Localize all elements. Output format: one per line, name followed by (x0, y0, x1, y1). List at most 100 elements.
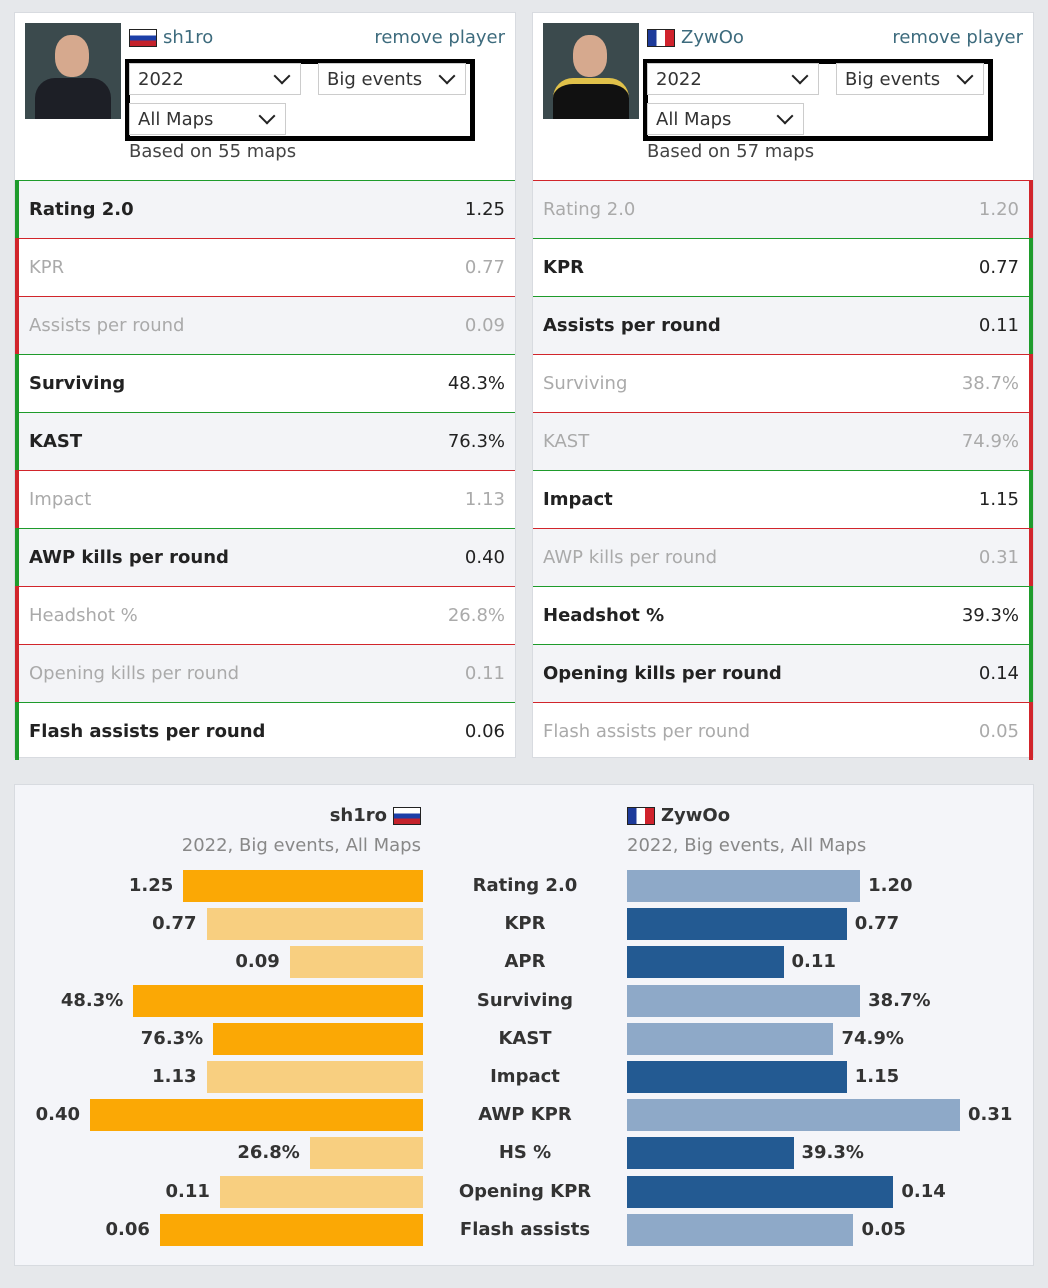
right-bar (627, 1175, 894, 1208)
map-select[interactable]: All Maps (647, 103, 804, 135)
player-name[interactable]: ZywOo (647, 27, 744, 48)
year-select[interactable]: 2022 (129, 63, 301, 95)
stat-row: KAST 76.3% (15, 412, 515, 470)
stat-value: 76.3% (447, 431, 505, 452)
left-bar (206, 908, 423, 941)
player-card: sh1ro remove player 2022 Big events All … (14, 12, 516, 760)
stat-row: Rating 2.0 1.20 (533, 180, 1033, 238)
right-bar (627, 1213, 854, 1246)
stat-label: Impact (490, 1066, 560, 1087)
maps-count: Based on 55 maps (129, 141, 297, 162)
stat-label: APR (504, 951, 546, 973)
left-value: 1.25 (128, 875, 174, 896)
stat-label: Assists per round (29, 315, 185, 336)
left-bar (309, 1137, 423, 1170)
stat-row: Flash assists per round 0.05 (533, 702, 1033, 760)
stat-row: Opening kills per round 0.11 (15, 644, 515, 702)
stat-row: KPR 0.77 (15, 238, 515, 296)
event-select[interactable]: Big events (318, 63, 466, 95)
right-value: 74.9% (841, 1027, 904, 1049)
left-bar (289, 946, 423, 979)
stat-label: Surviving (29, 373, 126, 394)
chevron-down-icon (791, 67, 809, 85)
stat-value: 0.40 (464, 547, 505, 568)
stat-label: Rating 2.0 (29, 199, 134, 220)
left-bar (219, 1175, 423, 1208)
france-flag-icon (627, 806, 655, 825)
flag-icon (647, 28, 675, 47)
right-value: 0.14 (901, 1180, 946, 1202)
event-select[interactable]: Big events (836, 63, 984, 95)
stat-row: Impact 1.15 (533, 470, 1033, 528)
left-value: 0.40 (35, 1104, 80, 1126)
right-value: 38.7% (868, 989, 931, 1011)
left-bar (159, 1213, 423, 1246)
stat-value: 0.31 (978, 547, 1019, 568)
stat-label: Opening kills per round (29, 663, 240, 684)
right-player-heading: ZywOo (627, 805, 730, 826)
right-bar (627, 870, 861, 902)
stat-value: 0.06 (464, 721, 505, 742)
stat-row: Surviving 38.7% (533, 354, 1033, 412)
left-bar (206, 1061, 423, 1093)
stat-value: 0.77 (464, 257, 505, 278)
stat-label: AWP KPR (478, 1104, 572, 1126)
stat-row: KPR 0.77 (533, 238, 1033, 296)
right-value: 39.3% (801, 1142, 864, 1164)
player-name[interactable]: sh1ro (129, 27, 213, 48)
comparison-row: 26.8% HS % 39.3% (15, 1137, 1033, 1170)
right-value: 0.77 (854, 913, 900, 935)
right-value: 1.15 (854, 1066, 900, 1087)
stat-value: 1.13 (464, 489, 505, 510)
stat-label: Rating 2.0 (543, 199, 636, 220)
filter-box (643, 59, 993, 141)
remove-player-link[interactable]: remove player (892, 27, 1023, 48)
left-value: 0.09 (235, 951, 280, 973)
stat-label: Impact (29, 489, 92, 510)
stat-value: 74.9% (961, 431, 1019, 452)
stat-row: Assists per round 0.11 (533, 296, 1033, 354)
stat-label: AWP kills per round (543, 547, 718, 568)
right-bar (627, 946, 784, 979)
comparison-row: 76.3% KAST 74.9% (15, 1022, 1033, 1055)
player-photo (543, 23, 639, 119)
stat-label: Opening KPR (458, 1180, 592, 1202)
stat-label: Rating 2.0 (472, 875, 578, 896)
stat-label: Flash assists (459, 1218, 591, 1240)
right-bar (627, 1099, 960, 1132)
stat-row: Rating 2.0 1.25 (15, 180, 515, 238)
comparison-panel: sh1ro ZywOo 2022, Big events, All Maps 2… (14, 784, 1034, 1266)
right-bar (627, 1137, 794, 1170)
left-value: 0.11 (165, 1180, 210, 1202)
comparison-row: 1.25 Rating 2.0 1.20 (15, 870, 1033, 902)
stat-label: Surviving (476, 989, 574, 1011)
stat-value: 0.05 (978, 721, 1019, 742)
left-bar (213, 1022, 423, 1055)
right-bar (627, 1061, 847, 1093)
stat-value: 26.8% (447, 605, 505, 626)
stat-row: Assists per round 0.09 (15, 296, 515, 354)
stat-label: Flash assists per round (543, 721, 751, 742)
stat-label: Surviving (543, 373, 628, 394)
stat-value: 48.3% (447, 373, 505, 394)
stat-value: 38.7% (961, 373, 1019, 394)
comparison-row: 0.77 KPR 0.77 (15, 908, 1033, 941)
left-value: 1.13 (152, 1066, 197, 1087)
russia-flag-icon (393, 806, 421, 825)
comparison-row: 0.09 APR 0.11 (15, 946, 1033, 979)
stat-label: Headshot % (29, 605, 138, 626)
remove-player-link[interactable]: remove player (374, 27, 505, 48)
left-bar (183, 870, 423, 902)
map-select[interactable]: All Maps (129, 103, 286, 135)
chevron-down-icon (258, 107, 276, 125)
stat-value: 1.15 (978, 489, 1019, 510)
left-value: 26.8% (237, 1142, 300, 1164)
stat-value: 1.25 (464, 199, 505, 220)
stat-label: KPR (504, 913, 546, 935)
stat-label: Headshot % (543, 605, 665, 626)
comparison-row: 0.06 Flash assists 0.05 (15, 1213, 1033, 1246)
stat-value: 0.14 (978, 663, 1019, 684)
stat-row: KAST 74.9% (533, 412, 1033, 470)
stat-label: Flash assists per round (29, 721, 266, 742)
year-select[interactable]: 2022 (647, 63, 819, 95)
